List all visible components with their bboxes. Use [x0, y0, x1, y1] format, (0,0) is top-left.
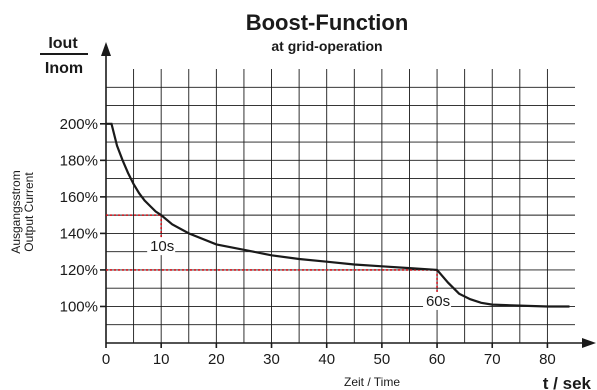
guide-lines — [106, 214, 438, 298]
x-tick-label: 0 — [102, 351, 110, 368]
x-tick-label: 50 — [374, 351, 391, 368]
y-side-label-de: Ausgangsstrom — [9, 170, 23, 253]
chart-subtitle: at grid-operation — [271, 38, 382, 54]
x-tick-label: 60 — [429, 351, 446, 368]
y-side-label-en: Output Current — [22, 172, 36, 252]
y-tick-label: 120% — [60, 262, 98, 279]
y-tick-label: 140% — [60, 225, 98, 242]
x-tick-label: 40 — [318, 351, 335, 368]
y-tick-label: 160% — [60, 189, 98, 206]
x-tick-label: 10 — [153, 351, 170, 368]
y-tick-label: 180% — [60, 152, 98, 169]
y-tick-label: 200% — [60, 116, 98, 133]
y-fraction-numerator: Iout — [48, 35, 78, 52]
annotations: 10s 60s — [147, 237, 452, 310]
x-axis-arrow — [582, 338, 596, 348]
x-tick-label: 30 — [263, 351, 280, 368]
annotation-background — [147, 237, 176, 256]
y-axis-arrow — [101, 42, 111, 56]
y-fraction-label: Iout Inom — [40, 35, 88, 77]
y-tick-labels: 100% 120% 140% 160% 180% 200% — [60, 116, 106, 315]
x-tick-labels: 0 10 20 30 40 50 60 70 80 — [102, 343, 556, 368]
annotation-background — [423, 291, 452, 310]
x-axis-label: Zeit / Time — [344, 375, 400, 389]
y-fraction-denominator: Inom — [45, 60, 83, 77]
grid — [106, 69, 575, 343]
chart-title: Boost-Function — [246, 10, 409, 35]
x-axis-unit: t / sek — [543, 374, 592, 390]
axes — [101, 42, 596, 348]
x-tick-label: 80 — [539, 351, 556, 368]
x-tick-label: 70 — [484, 351, 501, 368]
annotation-label: 60s — [426, 293, 450, 310]
y-tick-label: 100% — [60, 298, 98, 315]
annotation-label: 10s — [150, 238, 174, 255]
series-line — [106, 122, 570, 308]
x-tick-label: 20 — [208, 351, 225, 368]
